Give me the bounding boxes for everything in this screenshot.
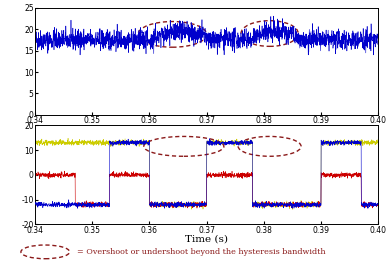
Text: = Overshoot or undershoot beyond the hysteresis bandwidth: = Overshoot or undershoot beyond the hys…: [77, 248, 326, 256]
Text: Time (s): Time (s): [185, 234, 228, 243]
